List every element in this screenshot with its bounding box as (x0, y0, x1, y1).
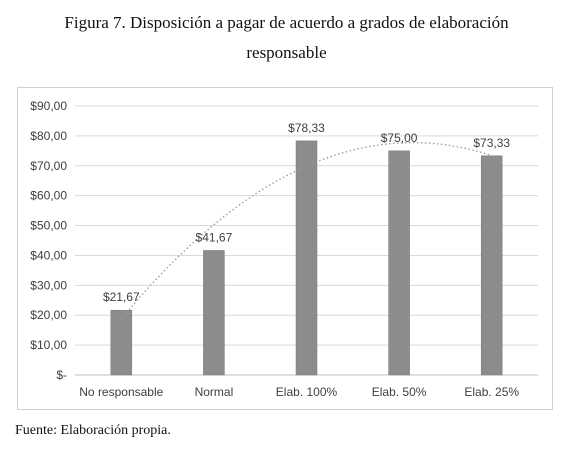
chart-area (17, 87, 553, 410)
y-tick-label: $90,00 (30, 99, 67, 113)
y-tick-label: $70,00 (30, 159, 67, 173)
trendline (120, 141, 492, 320)
bar (388, 150, 410, 376)
bar (480, 155, 503, 376)
data-label: $78,33 (288, 121, 325, 135)
figure-source: Fuente: Elaboración propia. (15, 423, 171, 438)
x-category-label: Elab. 25% (464, 385, 519, 399)
x-category-label: Normal (195, 385, 234, 399)
bars (110, 140, 503, 376)
y-tick-label: $30,00 (30, 278, 67, 292)
data-labels: $21,67 $41,67 $78,33 $75,00 $73,33 (103, 121, 510, 304)
bar (203, 250, 225, 376)
x-category-label: No responsable (79, 385, 163, 399)
trendline-group (120, 141, 492, 320)
y-axis-ticks: $- $10,00 $20,00 $30,00 $40,00 $50,00 $60,00 $7… (30, 99, 67, 382)
x-category-label: Elab. 50% (372, 385, 427, 399)
bar (110, 309, 133, 376)
x-category-label: Elab. 100% (276, 385, 338, 399)
y-tick-label: $50,00 (30, 219, 67, 233)
x-axis-categories: No responsable Normal Elab. 100% Elab. 50% E… (79, 385, 519, 399)
bar (295, 140, 318, 376)
y-tick-label: $80,00 (30, 129, 67, 143)
data-label: $75,00 (381, 131, 418, 145)
y-tick-label: $- (56, 368, 67, 382)
y-tick-label: $40,00 (30, 248, 67, 262)
y-tick-label: $60,00 (30, 189, 67, 203)
data-label: $41,67 (196, 230, 233, 244)
data-label: $73,33 (473, 136, 510, 150)
data-label: $21,67 (103, 290, 140, 304)
y-tick-label: $10,00 (30, 338, 67, 352)
figure-title-line2: responsable (246, 43, 327, 62)
figure-title-line1: Figura 7. Disposición a pagar de acuerdo… (64, 13, 509, 32)
y-tick-label: $20,00 (30, 308, 67, 322)
